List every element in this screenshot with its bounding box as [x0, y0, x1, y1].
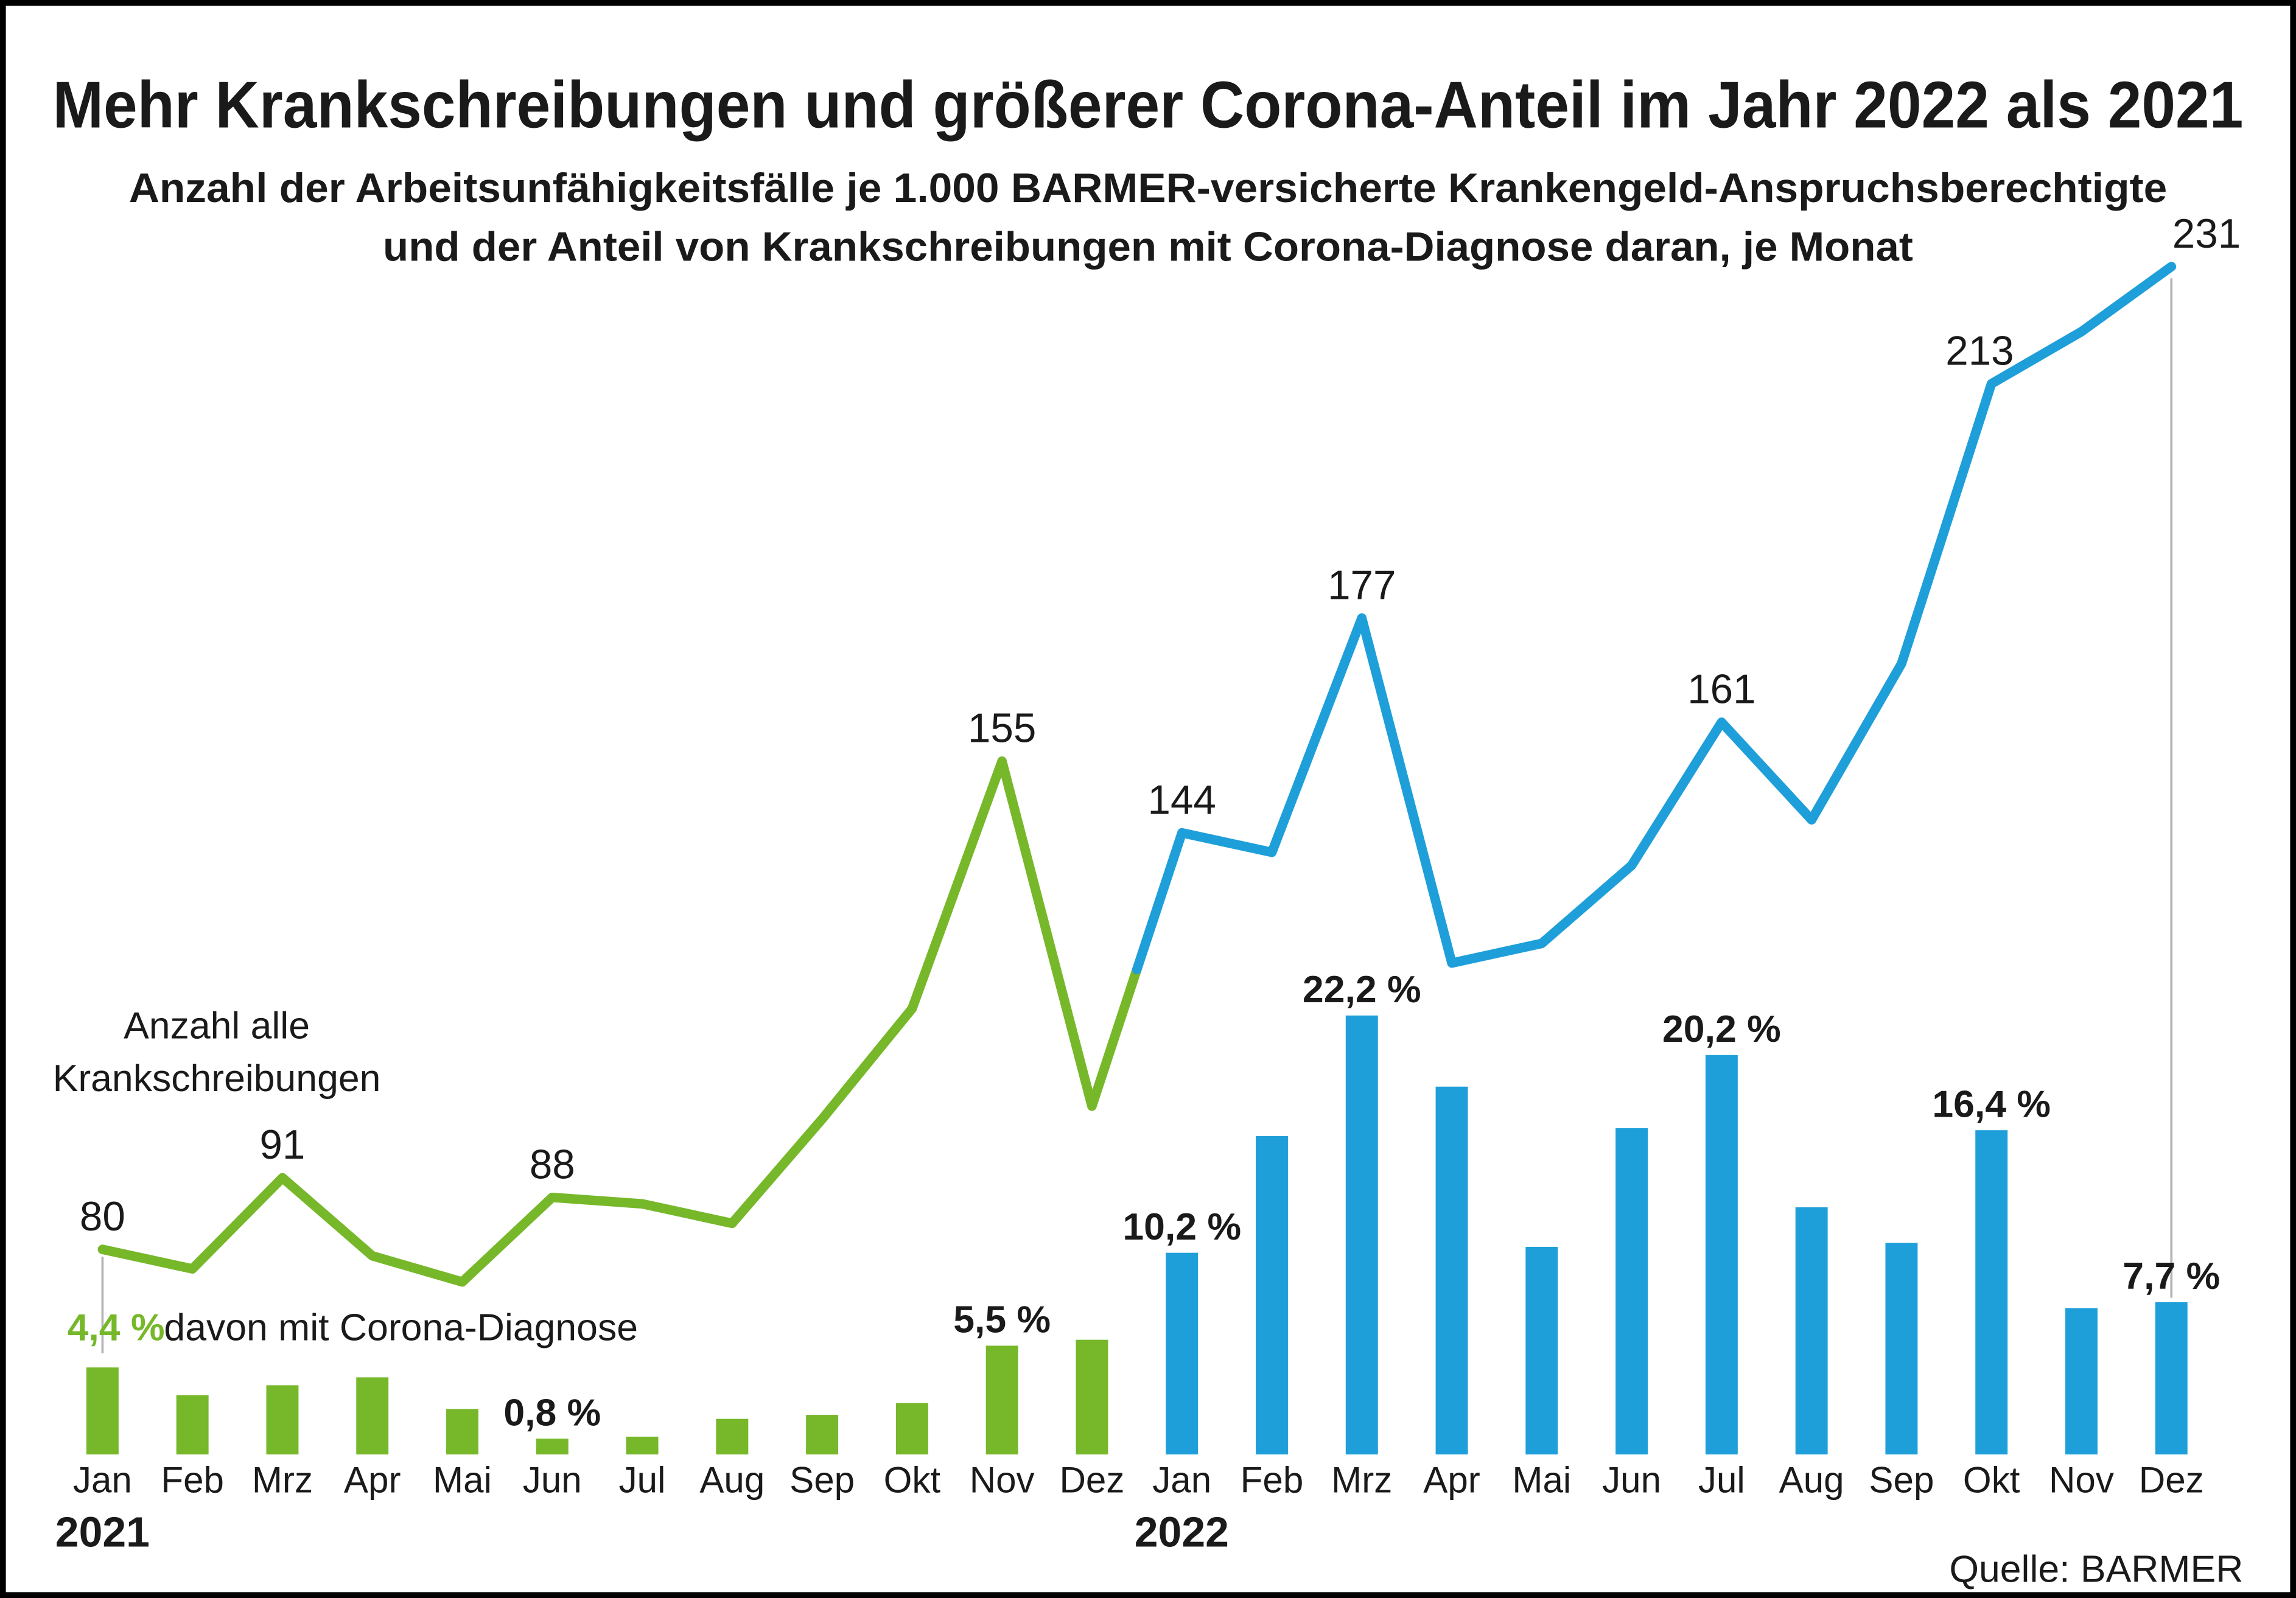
month-tick-label: Feb [1241, 1460, 1304, 1501]
bar-percent-labels: 0,8 % 5,5 % 10,2 % 22,2 % 20,2 % 16,4 % 7,7 % [503, 968, 2220, 1434]
corona-share-bar [1795, 1207, 1828, 1455]
line-value-labels: 80 91 88 155 144 177 161 213 231 [80, 211, 2241, 1240]
month-tick-label: Nov [2049, 1460, 2114, 1501]
line-2022 [1132, 262, 2177, 974]
leader-lines [101, 278, 2173, 1354]
corona-share-bar [1345, 1015, 1378, 1455]
line-value-label: 155 [968, 706, 1036, 752]
corona-share-bar [895, 1403, 928, 1455]
month-tick-label: Mrz [252, 1460, 313, 1501]
corona-share-bar [176, 1395, 209, 1455]
month-tick-label: Jan [73, 1460, 132, 1501]
bar-percent-label: 0,8 % [503, 1391, 601, 1434]
month-tick-label: Sep [789, 1460, 855, 1501]
corona-share-bar [1076, 1339, 1108, 1455]
month-tick-label: Apr [1423, 1460, 1480, 1501]
month-tick-label: Nov [970, 1460, 1035, 1501]
corona-share-bar [266, 1385, 299, 1455]
corona-share-bar [536, 1439, 569, 1455]
bar-percent-label: 10,2 % [1122, 1205, 1241, 1248]
month-tick-label: Sep [1869, 1460, 1934, 1501]
line-series-annotation-line2: Krankschreibungen [53, 1057, 381, 1100]
corona-share-bar [716, 1418, 749, 1455]
line-value-label: 88 [530, 1142, 575, 1187]
page-title: Mehr Krankschreibungen und größerer Coro… [53, 68, 2244, 141]
month-tick-label: Apr [344, 1460, 401, 1501]
corona-share-bar [985, 1345, 1018, 1455]
month-tick-label: Jul [619, 1460, 666, 1501]
month-tick-label: Jul [1698, 1460, 1745, 1501]
chart-subtitle-line1: Anzahl der Arbeitsunfähigkeitsfälle je 1… [129, 166, 2168, 211]
month-axis: Jan Feb Mrz Apr Mai Jun Jul Aug Sep Okt Nov Dez Jan F… [73, 1460, 2204, 1501]
corona-share-bar [1705, 1055, 1738, 1455]
month-tick-label: Okt [1963, 1460, 2020, 1501]
corona-share-bar [1975, 1130, 2008, 1455]
source-credit: Quelle: BARMER [1949, 1548, 2243, 1591]
month-tick-label: Dez [2139, 1460, 2204, 1501]
bar-series-annotation: 4,4 % davon mit Corona-Diagnose [68, 1306, 638, 1349]
corona-share-bars [86, 1015, 2188, 1455]
corona-share-bar [1435, 1086, 1468, 1455]
month-tick-label: Jun [523, 1460, 582, 1501]
corona-share-bar [1166, 1252, 1199, 1455]
month-tick-label: Jun [1602, 1460, 1661, 1501]
year-label-2022: 2022 [1135, 1509, 1229, 1556]
month-tick-label: Mrz [1331, 1460, 1392, 1501]
month-tick-label: Mai [433, 1460, 492, 1501]
line-value-label: 80 [80, 1194, 125, 1240]
line-value-label: 177 [1328, 562, 1396, 608]
bar-annotation-text: davon mit Corona-Diagnose [164, 1306, 638, 1349]
corona-share-bar [2065, 1308, 2098, 1455]
bar-percent-label: 5,5 % [953, 1299, 1051, 1341]
corona-share-bar [626, 1436, 659, 1455]
line-value-label: 231 [2172, 211, 2241, 257]
bar-percent-label: 7,7 % [2123, 1255, 2220, 1297]
corona-share-bar [1256, 1136, 1288, 1455]
corona-share-bar [806, 1415, 839, 1455]
line-series-annotation-line1: Anzahl alle [124, 1005, 310, 1047]
corona-share-bar [1615, 1128, 1648, 1455]
corona-share-bar [1885, 1243, 1918, 1455]
line-value-label: 91 [259, 1122, 305, 1168]
sick-leave-lines [97, 262, 2177, 1287]
line-value-label: 161 [1687, 666, 1755, 712]
month-tick-label: Mai [1512, 1460, 1571, 1501]
line-value-label: 213 [1945, 328, 2014, 374]
month-tick-label: Okt [884, 1460, 941, 1501]
corona-share-bar [2155, 1302, 2188, 1455]
corona-share-bar [446, 1409, 478, 1455]
month-tick-label: Aug [699, 1460, 765, 1501]
corona-share-bar [356, 1377, 389, 1455]
chart-subtitle-line2: und der Anteil von Krankschreibungen mit… [383, 224, 1913, 270]
month-tick-label: Aug [1779, 1460, 1844, 1501]
bar-percent-label: 20,2 % [1662, 1008, 1781, 1050]
line-2021 [97, 756, 1142, 1287]
month-tick-label: Feb [161, 1460, 224, 1501]
month-tick-label: Jan [1152, 1460, 1211, 1501]
corona-share-bar [1525, 1246, 1558, 1455]
line-value-label: 144 [1148, 777, 1216, 823]
bar-percent-label: 16,4 % [1932, 1083, 2051, 1126]
year-label-2021: 2021 [55, 1509, 150, 1556]
bar-annotation-percent: 4,4 % [68, 1306, 165, 1349]
month-tick-label: Dez [1059, 1460, 1124, 1501]
bar-percent-label: 22,2 % [1303, 968, 1421, 1011]
corona-share-bar [86, 1367, 119, 1455]
